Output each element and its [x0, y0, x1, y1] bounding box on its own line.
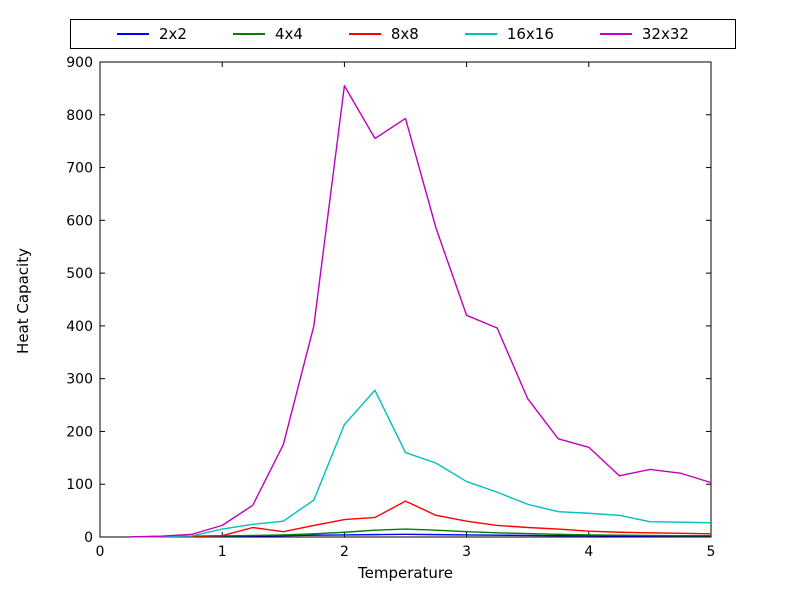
y-tick-label: 100: [66, 477, 93, 493]
x-tick-label: 3: [462, 544, 471, 560]
legend-label-2x2: 2x2: [158, 24, 187, 43]
series-line-8x8: [130, 500, 712, 538]
x-tick-label: 4: [584, 544, 593, 560]
legend-item-8x8: 8x8: [348, 24, 419, 43]
series-line-16x16: [130, 389, 712, 538]
x-tick-label: 0: [96, 544, 105, 560]
y-tick-label: 300: [66, 372, 93, 388]
legend-line-swatch-8x8: [348, 33, 381, 35]
legend-item-16x16: 16x16: [464, 24, 554, 43]
legend-item-2x2: 2x2: [116, 24, 187, 43]
legend: 2x2 4x4 8x8 16x16 32x32: [70, 19, 736, 49]
axes-box: [99, 61, 712, 538]
x-axis-label: Temperature: [357, 564, 454, 582]
y-tick-label: 700: [66, 161, 93, 177]
legend-line-swatch-32x32: [599, 33, 632, 35]
x-tick-label: 5: [707, 544, 716, 560]
x-tick-label: 2: [340, 544, 349, 560]
legend-line-swatch-2x2: [116, 33, 149, 35]
series-line-4x4: [130, 528, 711, 538]
x-tick-label: 1: [218, 544, 227, 560]
legend-label-16x16: 16x16: [506, 24, 554, 43]
legend-item-32x32: 32x32: [599, 24, 689, 43]
y-tick-label: 600: [66, 213, 93, 229]
series-line-32x32: [130, 85, 712, 538]
y-tick-label: 200: [66, 424, 93, 440]
legend-line-swatch-16x16: [464, 33, 497, 35]
legend-label-8x8: 8x8: [390, 24, 419, 43]
y-tick-label: 500: [66, 266, 93, 282]
legend-line-swatch-4x4: [232, 33, 265, 35]
y-tick-label: 900: [66, 55, 93, 71]
y-axis-label: Heat Capacity: [14, 248, 32, 354]
y-tick-label: 400: [66, 319, 93, 335]
legend-item-4x4: 4x4: [232, 24, 303, 43]
legend-label-32x32: 32x32: [641, 24, 689, 43]
y-tick-label: 0: [84, 530, 93, 546]
y-tick-label: 800: [66, 108, 93, 124]
legend-label-4x4: 4x4: [274, 24, 303, 43]
